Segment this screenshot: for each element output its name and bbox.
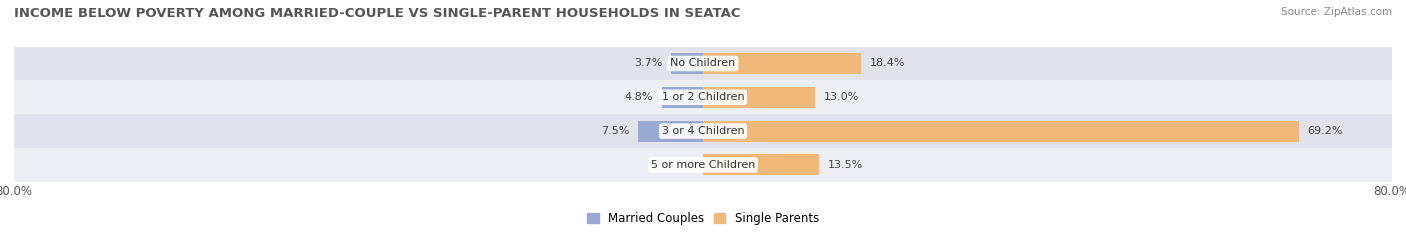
Text: No Children: No Children — [671, 58, 735, 69]
Legend: Married Couples, Single Parents: Married Couples, Single Parents — [586, 212, 820, 225]
Bar — [703, 154, 820, 175]
Bar — [638, 121, 703, 141]
Text: 3.7%: 3.7% — [634, 58, 662, 69]
Bar — [14, 80, 1392, 114]
Text: Source: ZipAtlas.com: Source: ZipAtlas.com — [1281, 7, 1392, 17]
Text: 18.4%: 18.4% — [870, 58, 905, 69]
Text: 4.8%: 4.8% — [624, 92, 652, 102]
Bar — [662, 87, 703, 108]
Bar — [671, 53, 703, 74]
Bar — [14, 114, 1392, 148]
Bar — [703, 121, 1299, 141]
Text: 1 or 2 Children: 1 or 2 Children — [662, 92, 744, 102]
Bar — [14, 148, 1392, 182]
Bar — [703, 87, 815, 108]
Bar — [14, 47, 1392, 80]
Text: 0.0%: 0.0% — [666, 160, 695, 170]
Text: 7.5%: 7.5% — [602, 126, 630, 136]
Bar — [703, 53, 862, 74]
Text: INCOME BELOW POVERTY AMONG MARRIED-COUPLE VS SINGLE-PARENT HOUSEHOLDS IN SEATAC: INCOME BELOW POVERTY AMONG MARRIED-COUPL… — [14, 7, 741, 20]
Text: 3 or 4 Children: 3 or 4 Children — [662, 126, 744, 136]
Text: 13.0%: 13.0% — [824, 92, 859, 102]
Text: 13.5%: 13.5% — [828, 160, 863, 170]
Text: 69.2%: 69.2% — [1308, 126, 1343, 136]
Text: 5 or more Children: 5 or more Children — [651, 160, 755, 170]
